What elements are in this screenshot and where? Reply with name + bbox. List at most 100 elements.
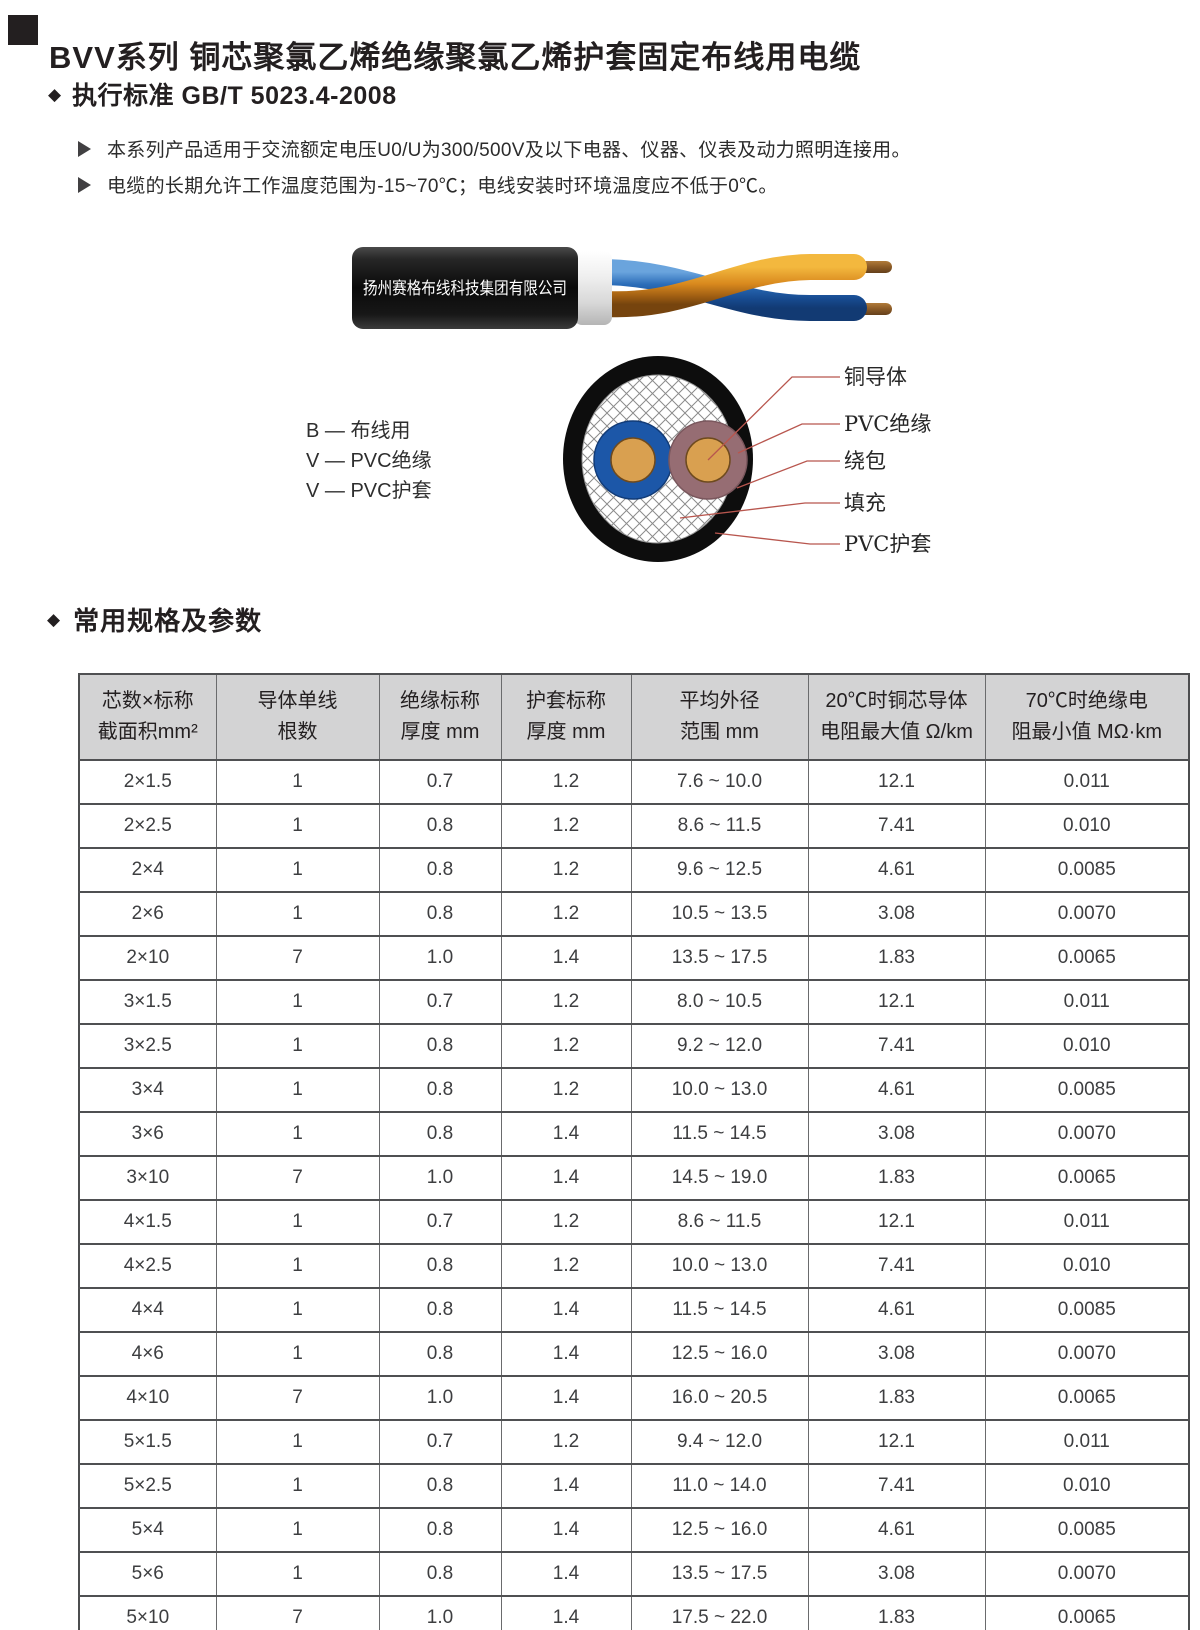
table-cell: 11.5 ~ 14.5 — [630, 1287, 809, 1333]
code-legend-line: V — PVC护套 — [306, 480, 432, 502]
table-cell: 1.2 — [500, 1243, 632, 1289]
table-cell: 0.7 — [378, 759, 502, 805]
table-cell: 5×4 — [78, 1507, 217, 1553]
table-cell: 7.41 — [807, 803, 986, 849]
leader-line — [679, 502, 840, 519]
table-cell: 0.010 — [984, 1023, 1190, 1069]
table-cell: 1.4 — [500, 1287, 632, 1333]
table-cell: 14.5 ~ 19.0 — [630, 1155, 809, 1201]
feature-text: 电缆的长期允许工作温度范围为-15~70℃；电线安装时环境温度应不低于0℃。 — [107, 176, 778, 197]
table-cell: 0.8 — [378, 1067, 502, 1113]
table-cell: 13.5 ~ 17.5 — [630, 1551, 809, 1597]
table-cell: 12.5 ~ 16.0 — [630, 1507, 809, 1553]
table-cell: 1.2 — [500, 1199, 632, 1245]
table-cell: 0.011 — [984, 979, 1190, 1025]
cable-photo: 扬州赛格布线科技集团有限公司 — [352, 247, 892, 329]
feature-text: 本系列产品适用于交流额定电压U0/U为300/500V及以下电器、仪器、仪表及动… — [107, 140, 911, 161]
header-row: 芯数×标称 截面积mm² 导体单线 根数 绝缘标称 厚度 mm 护套标称 厚度 … — [78, 673, 1190, 761]
col-header-line: 20℃时铜芯导体 — [825, 690, 968, 712]
table-cell: 1.83 — [807, 1155, 986, 1201]
table-cell: 8.0 ~ 10.5 — [630, 979, 809, 1025]
table-cell: 0.8 — [378, 1287, 502, 1333]
col-header-line: 截面积mm² — [97, 721, 198, 743]
table-cell: 12.1 — [807, 979, 986, 1025]
table-cell: 1 — [215, 803, 380, 849]
table-cell: 1 — [215, 979, 380, 1025]
table-cell: 1.2 — [500, 891, 632, 937]
table-cell: 9.4 ~ 12.0 — [630, 1419, 809, 1465]
table-cell: 1 — [215, 1111, 380, 1157]
table-cell: 1.2 — [500, 1419, 632, 1465]
table-cell: 1 — [215, 1419, 380, 1465]
table-cell: 10.0 ~ 13.0 — [630, 1067, 809, 1113]
cross-section-label: 铜导体 — [844, 365, 907, 389]
table-cell: 11.0 ~ 14.0 — [630, 1463, 809, 1509]
table-row: 2×1.5 1 0.7 1.2 7.6 ~ 10.0 12.1 0.011 — [78, 759, 1190, 805]
table-cell: 0.0085 — [984, 1287, 1190, 1333]
table-cell: 1.4 — [500, 1551, 632, 1597]
table-cell: 1.4 — [500, 1375, 632, 1421]
col-header-insulation: 绝缘标称 厚度 mm — [378, 673, 502, 761]
col-header-strands: 导体单线 根数 — [215, 673, 380, 761]
cable-jacket — [352, 247, 578, 329]
triangle-bullet-icon — [78, 140, 91, 157]
table-cell: 1.0 — [378, 1375, 502, 1421]
table-cell: 13.5 ~ 17.5 — [630, 935, 809, 981]
table-row: 2×2.5 1 0.8 1.2 8.6 ~ 11.5 7.41 0.010 — [78, 803, 1190, 849]
table-row: 4×10 7 1.0 1.4 16.0 ~ 20.5 1.83 0.0065 — [78, 1375, 1190, 1421]
leader-line — [707, 376, 840, 461]
table-cell: 0.7 — [378, 1199, 502, 1245]
table-row: 3×1.5 1 0.7 1.2 8.0 ~ 10.5 12.1 0.011 — [78, 979, 1190, 1025]
leader-line — [737, 423, 840, 454]
table-cell: 1 — [215, 759, 380, 805]
table-cell: 0.8 — [378, 1111, 502, 1157]
title-square-icon — [8, 15, 38, 45]
diamond-icon: ◆ — [48, 84, 62, 104]
table-cell: 1.4 — [500, 1507, 632, 1553]
triangle-bullet-icon — [78, 176, 91, 193]
table-row: 5×6 1 0.8 1.4 13.5 ~ 17.5 3.08 0.0070 — [78, 1551, 1190, 1597]
table-cell: 1.2 — [500, 803, 632, 849]
table-cell: 1.83 — [807, 935, 986, 981]
col-header-line: 导体单线 — [257, 690, 338, 712]
col-header-line: 阻最小值 MΩ·km — [1011, 721, 1163, 743]
table-row: 3×4 1 0.8 1.2 10.0 ~ 13.0 4.61 0.0085 — [78, 1067, 1190, 1113]
table-cell: 3×10 — [78, 1155, 217, 1201]
table-cell: 4.61 — [807, 847, 986, 893]
table-cell: 10.5 ~ 13.5 — [630, 891, 809, 937]
table-cell: 3×6 — [78, 1111, 217, 1157]
col-header-line: 护套标称 — [526, 690, 606, 712]
table-cell: 0.0070 — [984, 1551, 1190, 1597]
table-cell: 1.2 — [500, 1067, 632, 1113]
table-row: 5×2.5 1 0.8 1.4 11.0 ~ 14.0 7.41 0.010 — [78, 1463, 1190, 1509]
table-row: 2×6 1 0.8 1.2 10.5 ~ 13.5 3.08 0.0070 — [78, 891, 1190, 937]
table-row: 5×4 1 0.8 1.4 12.5 ~ 16.0 4.61 0.0085 — [78, 1507, 1190, 1553]
cross-section-label: 绕包 — [844, 449, 886, 473]
code-legend-line: V — PVC绝缘 — [306, 450, 432, 472]
leader-line — [714, 532, 840, 545]
table-cell: 1 — [215, 847, 380, 893]
table-cell: 0.0065 — [984, 935, 1190, 981]
table-cell: 1.0 — [378, 1595, 502, 1630]
table-cell: 0.011 — [984, 759, 1190, 805]
table-cell: 1 — [215, 1551, 380, 1597]
table-cell: 4×1.5 — [78, 1199, 217, 1245]
table-cell: 1.2 — [500, 979, 632, 1025]
table-cell: 0.8 — [378, 1463, 502, 1509]
table-cell: 4×4 — [78, 1287, 217, 1333]
table-cell: 1 — [215, 1243, 380, 1289]
cable-brand-text: 扬州赛格布线科技集团有限公司 — [363, 278, 567, 299]
table-cell: 0.0070 — [984, 1111, 1190, 1157]
table-cell: 1.0 — [378, 1155, 502, 1201]
table-cell: 4.61 — [807, 1287, 986, 1333]
table-cell: 1.83 — [807, 1375, 986, 1421]
table-cell: 8.6 ~ 11.5 — [630, 1199, 809, 1245]
table-cell: 0.0070 — [984, 891, 1190, 937]
table-cell: 1 — [215, 1199, 380, 1245]
table-cell: 3.08 — [807, 1551, 986, 1597]
cross-section-label: 填充 — [844, 491, 886, 515]
table-cell: 1.4 — [500, 1595, 632, 1630]
table-cell: 2×2.5 — [78, 803, 217, 849]
table-cell: 1 — [215, 891, 380, 937]
